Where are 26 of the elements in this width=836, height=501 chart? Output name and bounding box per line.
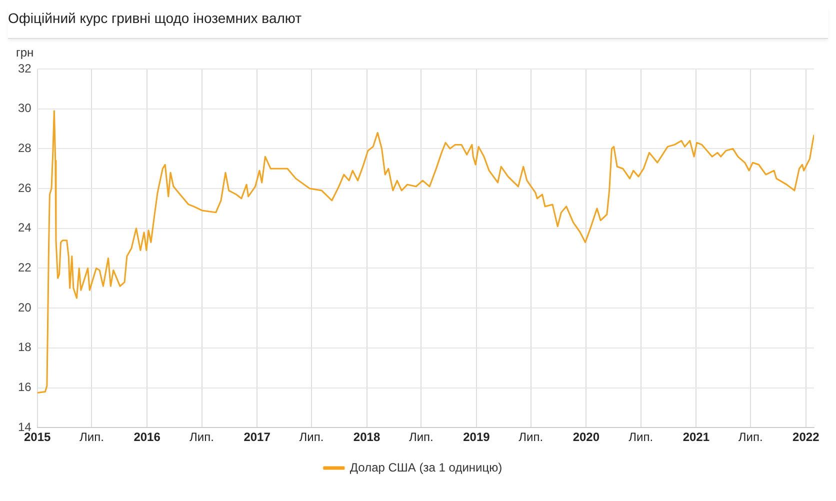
- y-tick-label: 22: [18, 260, 32, 275]
- chart-title: Офіційний курс гривні щодо іноземних валют: [8, 8, 828, 39]
- x-tick-label: Лип.: [299, 430, 324, 444]
- x-tick-label: 2019: [463, 430, 490, 444]
- y-tick-label: 24: [18, 220, 32, 235]
- y-tick-label: 28: [18, 141, 32, 155]
- y-tick-label: 26: [18, 180, 32, 195]
- x-tick-label: Лип.: [190, 430, 214, 444]
- y-tick-label: 16: [18, 380, 32, 394]
- x-tick-label: 2022: [792, 430, 820, 444]
- x-tick-label: Лип.: [518, 430, 544, 444]
- y-tick-label: 30: [18, 101, 32, 116]
- y-tick-label: 20: [18, 300, 32, 314]
- y-tick-label: 32: [18, 61, 32, 76]
- y-tick-label: 18: [18, 340, 32, 354]
- x-tick-label: 2020: [572, 430, 600, 444]
- x-tick-label: Лип.: [80, 430, 104, 444]
- x-tick-label: 2017: [244, 430, 271, 444]
- y-axis-title: грн: [16, 45, 34, 60]
- x-tick-label: 2016: [134, 430, 161, 444]
- x-tick-label: 2021: [682, 430, 710, 444]
- legend-label: Долар США (за 1 одиницю): [350, 460, 502, 474]
- x-tick-label: Лип.: [628, 430, 654, 444]
- x-tick-label: Лип.: [738, 430, 763, 444]
- x-tick-label: 2018: [353, 430, 380, 444]
- x-tick-label: Лип.: [408, 430, 434, 444]
